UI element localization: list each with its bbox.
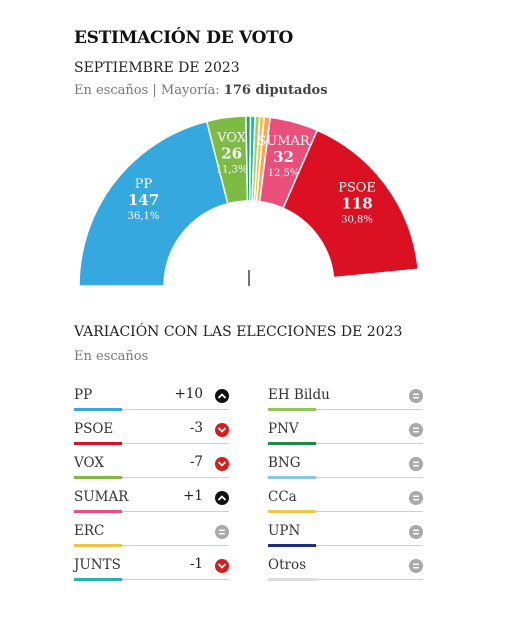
row-divider [74,579,229,580]
chevron-up-icon [215,490,229,505]
party-name: PSOE [74,421,114,437]
party-name: VOX [74,455,104,471]
slice-pct-vox: 11,3% [216,165,248,176]
seat-delta: -1 [189,556,203,572]
seats-info: En escaños | Mayoría: 176 diputados [74,83,328,98]
variation-row: PSOE -3 [74,419,229,449]
row-divider [268,545,423,546]
party-color-bar [74,476,122,479]
variation-row: Otros [268,555,423,585]
party-name: UPN [268,523,301,539]
row-divider [268,579,423,580]
variation-row: BNG [268,453,423,483]
equal-icon [215,524,229,539]
slice-seats-pp: 147 [128,191,159,209]
slice-seats-sumar: 32 [273,148,294,166]
party-color-bar [268,578,316,581]
party-color-bar [268,442,316,445]
variation-subtitle: En escaños [74,349,149,364]
seat-delta: -7 [189,454,203,470]
slice-pct-sumar: 12,5% [268,168,300,179]
slice-psoe[interactable] [282,129,419,279]
chevron-down-icon [215,456,229,471]
party-name: PNV [268,421,299,437]
row-divider [74,511,229,512]
party-name: CCa [268,489,297,505]
slice-seats-psoe: 118 [341,195,372,213]
equal-icon [409,388,423,403]
row-divider [74,409,229,410]
slice-pct-psoe: 30,8% [341,215,373,226]
variation-row: PNV [268,419,423,449]
party-name: Otros [268,557,307,573]
party-color-bar [268,544,316,547]
row-divider [74,477,229,478]
row-divider [268,409,423,410]
variation-row: ERC [74,521,229,551]
party-color-bar [74,510,122,513]
row-divider [74,545,229,546]
seat-delta: +1 [183,488,203,504]
row-divider [268,477,423,478]
party-name: BNG [268,455,301,471]
chart-subtitle: SEPTIEMBRE DE 2023 [74,60,240,76]
equal-icon [409,422,423,437]
chart-title: ESTIMACIÓN DE VOTO [74,28,293,48]
chevron-down-icon [215,558,229,573]
party-color-bar [268,510,316,513]
chevron-up-icon [215,388,229,403]
party-color-bar [74,442,122,445]
equal-icon [409,490,423,505]
seat-delta: -3 [189,420,203,436]
slice-label-pp: PP [135,177,153,192]
row-divider [268,443,423,444]
party-name: PP [74,387,93,403]
row-divider [74,443,229,444]
chevron-down-icon [215,422,229,437]
seats-info-prefix: En escaños | Mayoría: [74,83,220,98]
slice-pp[interactable] [78,120,229,287]
party-name: ERC [74,523,105,539]
variation-row: VOX -7 [74,453,229,483]
seat-delta: +10 [174,386,204,402]
slice-pct-pp: 36,1% [128,211,160,222]
variation-row: UPN [268,521,423,551]
slice-label-sumar: SUMAR [257,134,311,149]
party-color-bar [74,544,122,547]
party-color-bar [74,578,122,581]
slice-seats-vox: 26 [221,145,242,163]
party-name: JUNTS [74,557,121,573]
variation-row: JUNTS -1 [74,555,229,585]
slice-label-psoe: PSOE [338,181,376,196]
variation-row: PP +10 [74,385,229,415]
party-color-bar [268,476,316,479]
equal-icon [409,524,423,539]
row-divider [268,511,423,512]
party-name: SUMAR [74,489,129,505]
party-color-bar [268,408,316,411]
equal-icon [409,558,423,573]
party-color-bar [74,408,122,411]
variation-row: SUMAR +1 [74,487,229,517]
variation-row: CCa [268,487,423,517]
party-name: EH Bildu [268,387,330,403]
variation-title: VARIACIÓN CON LAS ELECCIONES DE 2023 [74,324,403,340]
slice-label-vox: VOX [216,131,247,146]
majority-value: 176 diputados [223,83,328,98]
equal-icon [409,456,423,471]
variation-row: EH Bildu [268,385,423,415]
